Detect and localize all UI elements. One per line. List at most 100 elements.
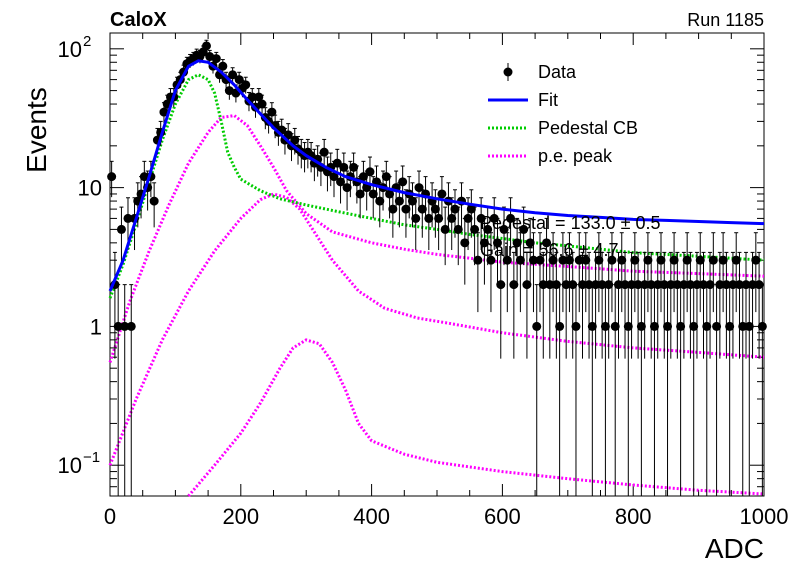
data-point (398, 177, 408, 187)
legend-item: p.e. peak (488, 146, 613, 166)
data-point (483, 224, 493, 234)
data-point (417, 204, 427, 214)
x-axis-ticks: 0 200 400 600 800 1000 (104, 33, 789, 529)
legend-item: Pedestal CB (488, 118, 638, 138)
data-point (604, 280, 614, 290)
data-point (515, 255, 525, 265)
data-point (656, 255, 666, 265)
y-axis-title: Events (21, 87, 52, 173)
legend-label: p.e. peak (538, 146, 613, 166)
data-point (646, 280, 656, 290)
data-point (502, 255, 512, 265)
data-point (519, 224, 529, 234)
data-point (532, 321, 542, 331)
series-pedestal-cb-curve (108, 73, 765, 299)
data-point (591, 280, 601, 290)
data-point (499, 224, 509, 234)
x-tick-label: 1000 (740, 504, 789, 529)
data-point (489, 213, 499, 223)
data-point (107, 172, 117, 182)
series-fit-line (108, 59, 765, 292)
data-point (424, 213, 434, 223)
data-point (597, 280, 607, 290)
data-point (407, 196, 417, 206)
data-point (339, 162, 349, 172)
data-point (718, 255, 728, 265)
data-point (159, 107, 169, 117)
data-point (283, 130, 293, 140)
data-point (564, 255, 574, 265)
data-point (600, 321, 610, 331)
data-point (492, 238, 502, 248)
data-point (682, 255, 692, 265)
data-point (211, 54, 221, 64)
data-point (120, 321, 130, 331)
legend-item: Data (503, 62, 577, 82)
data-point (496, 280, 506, 290)
data-point (640, 280, 650, 290)
data-point (355, 189, 365, 199)
data-point (754, 280, 764, 290)
data-point (329, 172, 339, 182)
data-point (528, 255, 538, 265)
data-point (725, 321, 735, 331)
data-point (594, 255, 604, 265)
data-point (385, 189, 395, 199)
legend-label: Fit (538, 90, 558, 110)
x-tick-label: 600 (484, 504, 521, 529)
data-point (555, 321, 565, 331)
data-point (613, 280, 623, 290)
data-point (653, 280, 663, 290)
data-point (649, 321, 659, 331)
y-tick-exponent: −1 (83, 449, 100, 466)
data-point (241, 80, 251, 90)
legend-label: Pedestal CB (538, 118, 638, 138)
data-point (659, 280, 669, 290)
data-point (401, 204, 411, 214)
data-point (584, 280, 594, 290)
data-point (571, 321, 581, 331)
data-point (705, 280, 715, 290)
data-point (731, 255, 741, 265)
data-point (290, 135, 300, 145)
legend: Data Fit Pedestal CB p.e. peak (488, 62, 638, 166)
data-point (349, 162, 359, 172)
data-point (486, 255, 496, 265)
data-point (561, 280, 571, 290)
data-point (447, 213, 457, 223)
data-point (522, 280, 532, 290)
data-point (630, 255, 640, 265)
data-point (257, 99, 267, 109)
data-point (636, 321, 646, 331)
x-tick-label: 400 (353, 504, 390, 529)
data-point (568, 280, 578, 290)
data-point (525, 238, 535, 248)
data-point (535, 255, 545, 265)
data-point (712, 321, 722, 331)
y-tick-label: 10 (78, 176, 102, 201)
data-point (663, 321, 673, 331)
data-point (538, 280, 548, 290)
data-point (620, 280, 630, 290)
data-point (708, 255, 718, 265)
x-tick-label: 200 (222, 504, 259, 529)
legend-item: Fit (488, 90, 558, 110)
data-point (610, 321, 620, 331)
data-point (228, 70, 238, 80)
data-point (267, 107, 277, 117)
data-point (319, 147, 329, 157)
data-point (479, 238, 489, 248)
data-point (607, 255, 617, 265)
data-point (744, 321, 754, 331)
legend-marker-point (503, 67, 513, 77)
data-point (430, 204, 440, 214)
data-point (368, 189, 378, 199)
data-point (113, 321, 123, 331)
data-point (381, 172, 391, 182)
data-point (574, 255, 584, 265)
data-point (332, 158, 342, 168)
data-point (254, 92, 264, 102)
